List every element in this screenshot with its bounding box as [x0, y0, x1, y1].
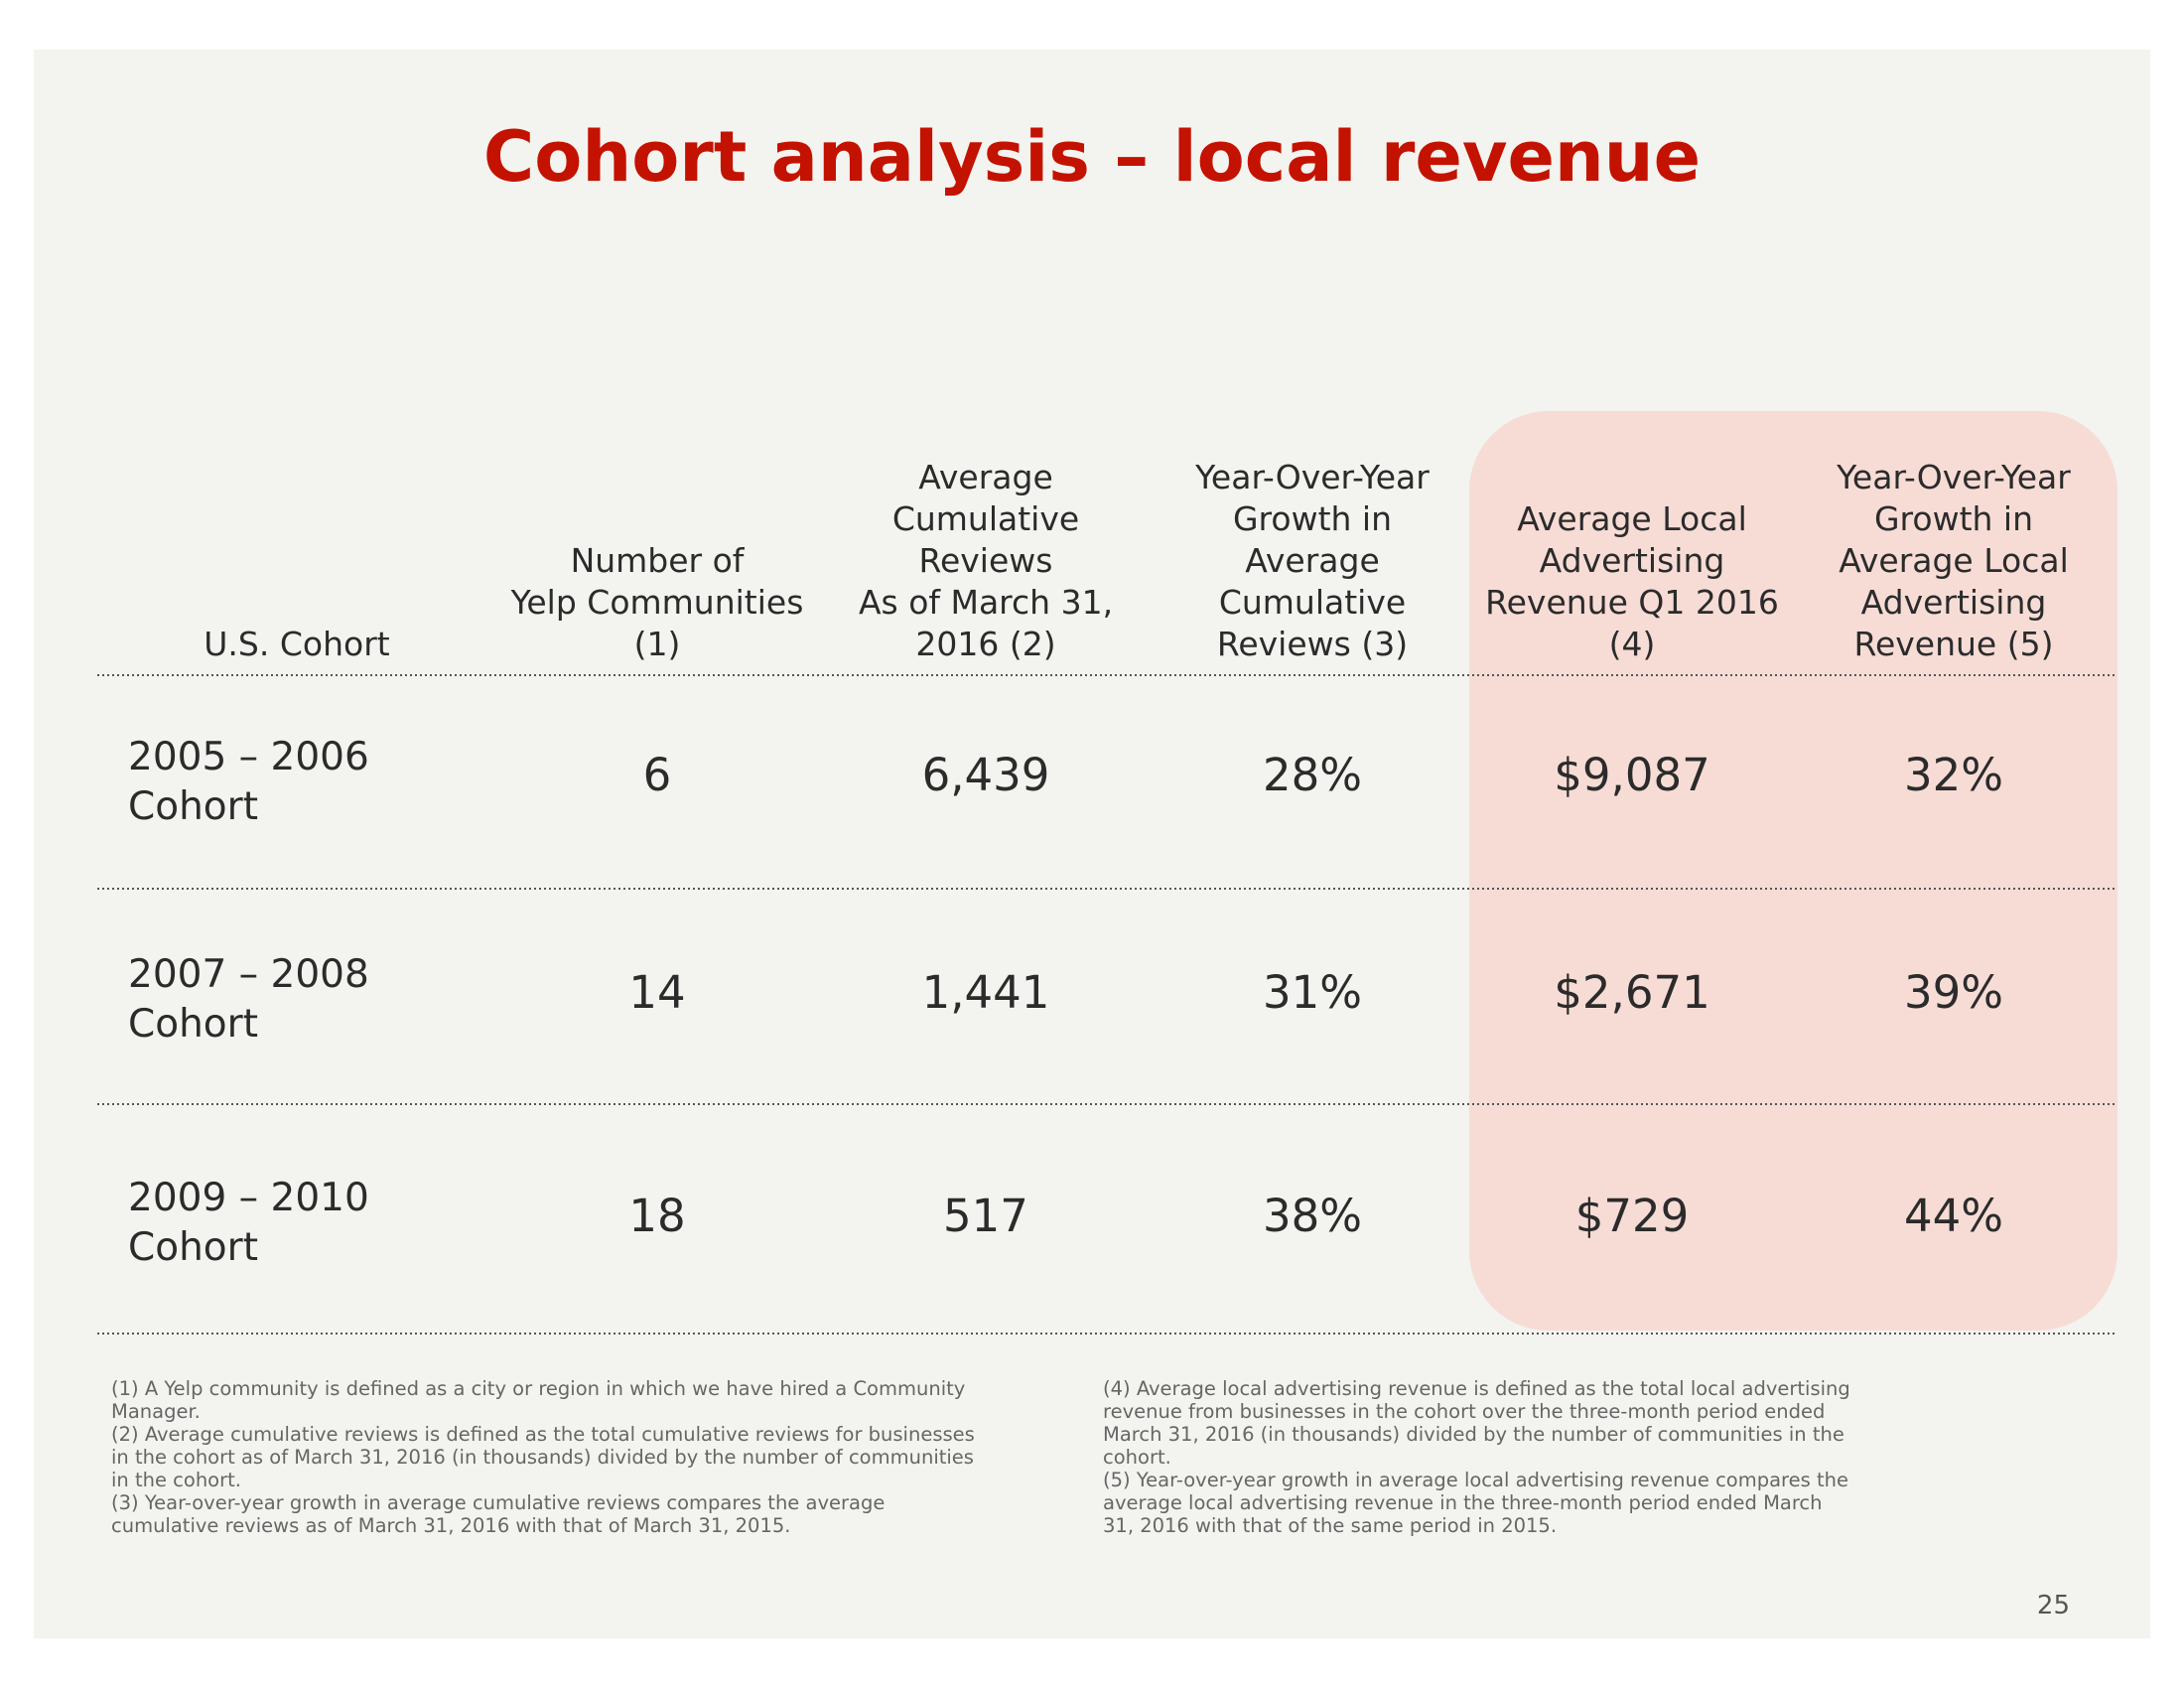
- footnote: cumulative reviews as of March 31, 2016 …: [111, 1514, 790, 1537]
- column-header: Growth in: [1874, 499, 2033, 538]
- row-label: 2009 – 2010: [128, 1176, 369, 1220]
- footnote: March 31, 2016 (in thousands) divided by…: [1103, 1423, 1844, 1446]
- table-cell: $729: [1575, 1190, 1690, 1242]
- table-cell: 6: [643, 749, 672, 801]
- footnote: (3) Year-over-year growth in average cum…: [111, 1491, 885, 1514]
- footnote: (4) Average local advertising revenue is…: [1103, 1377, 1850, 1400]
- column-header: Cumulative: [1219, 583, 1406, 622]
- table-cell: 38%: [1263, 1190, 1362, 1242]
- table-cell: $9,087: [1554, 749, 1709, 801]
- table-cell: 1,441: [922, 966, 1050, 1019]
- column-header: Advertising: [1861, 583, 2047, 622]
- column-header: Advertising: [1540, 541, 1725, 580]
- column-header: Average: [918, 458, 1053, 496]
- table-cell: 39%: [1904, 966, 2003, 1019]
- column-header: Year-Over-Year: [1836, 458, 2071, 496]
- column-header: Yelp Communities: [510, 583, 804, 622]
- footnote: in the cohort.: [111, 1469, 241, 1491]
- table-cell: 18: [628, 1190, 685, 1242]
- row-label: 2007 – 2008: [128, 952, 369, 997]
- table-cell: 32%: [1904, 749, 2003, 801]
- table-cell: 28%: [1263, 749, 1362, 801]
- column-header: Revenue (5): [1854, 625, 2054, 663]
- column-header: Average: [1245, 541, 1380, 580]
- footnote: average local advertising revenue in the…: [1103, 1491, 1823, 1514]
- row-label: Cohort: [128, 1225, 258, 1270]
- column-header: Number of: [571, 541, 746, 580]
- table-cell: 14: [628, 966, 685, 1019]
- footnote: (5) Year-over-year growth in average loc…: [1103, 1469, 1848, 1491]
- row-label: Cohort: [128, 1002, 258, 1047]
- column-header: As of March 31,: [859, 583, 1113, 622]
- column-header: Growth in: [1233, 499, 1392, 538]
- column-header: (4): [1609, 625, 1656, 663]
- column-header: Revenue Q1 2016: [1485, 583, 1779, 622]
- table-cell: 6,439: [922, 749, 1050, 801]
- footnote: Manager.: [111, 1400, 201, 1423]
- table-cell: $2,671: [1554, 966, 1709, 1019]
- column-header: (1): [634, 625, 681, 663]
- footnote: revenue from businesses in the cohort ov…: [1103, 1400, 1825, 1423]
- row-label: Cohort: [128, 784, 258, 829]
- column-header: 2016 (2): [915, 625, 1055, 663]
- table-cell: 44%: [1904, 1190, 2003, 1242]
- footnote: cohort.: [1103, 1446, 1171, 1469]
- column-header: Cumulative: [892, 499, 1079, 538]
- footnote: in the cohort as of March 31, 2016 (in t…: [111, 1446, 974, 1469]
- table-cell: 31%: [1263, 966, 1362, 1019]
- page-number: 25: [2037, 1591, 2070, 1620]
- footnote: (2) Average cumulative reviews is define…: [111, 1423, 975, 1446]
- column-header: Average Local: [1839, 541, 2069, 580]
- footnote: 31, 2016 with that of the same period in…: [1103, 1514, 1557, 1537]
- column-header: Average Local: [1517, 499, 1747, 538]
- slide-title: Cohort analysis – local revenue: [483, 116, 1701, 198]
- column-header: Reviews: [919, 541, 1053, 580]
- footnote: (1) A Yelp community is defined as a cit…: [111, 1377, 965, 1400]
- row-label: 2005 – 2006: [128, 735, 369, 779]
- column-header: U.S. Cohort: [204, 625, 389, 663]
- highlight-panel: [1469, 411, 2117, 1331]
- column-header: Year-Over-Year: [1194, 458, 1430, 496]
- column-header: Reviews (3): [1217, 625, 1408, 663]
- table-cell: 517: [943, 1190, 1028, 1242]
